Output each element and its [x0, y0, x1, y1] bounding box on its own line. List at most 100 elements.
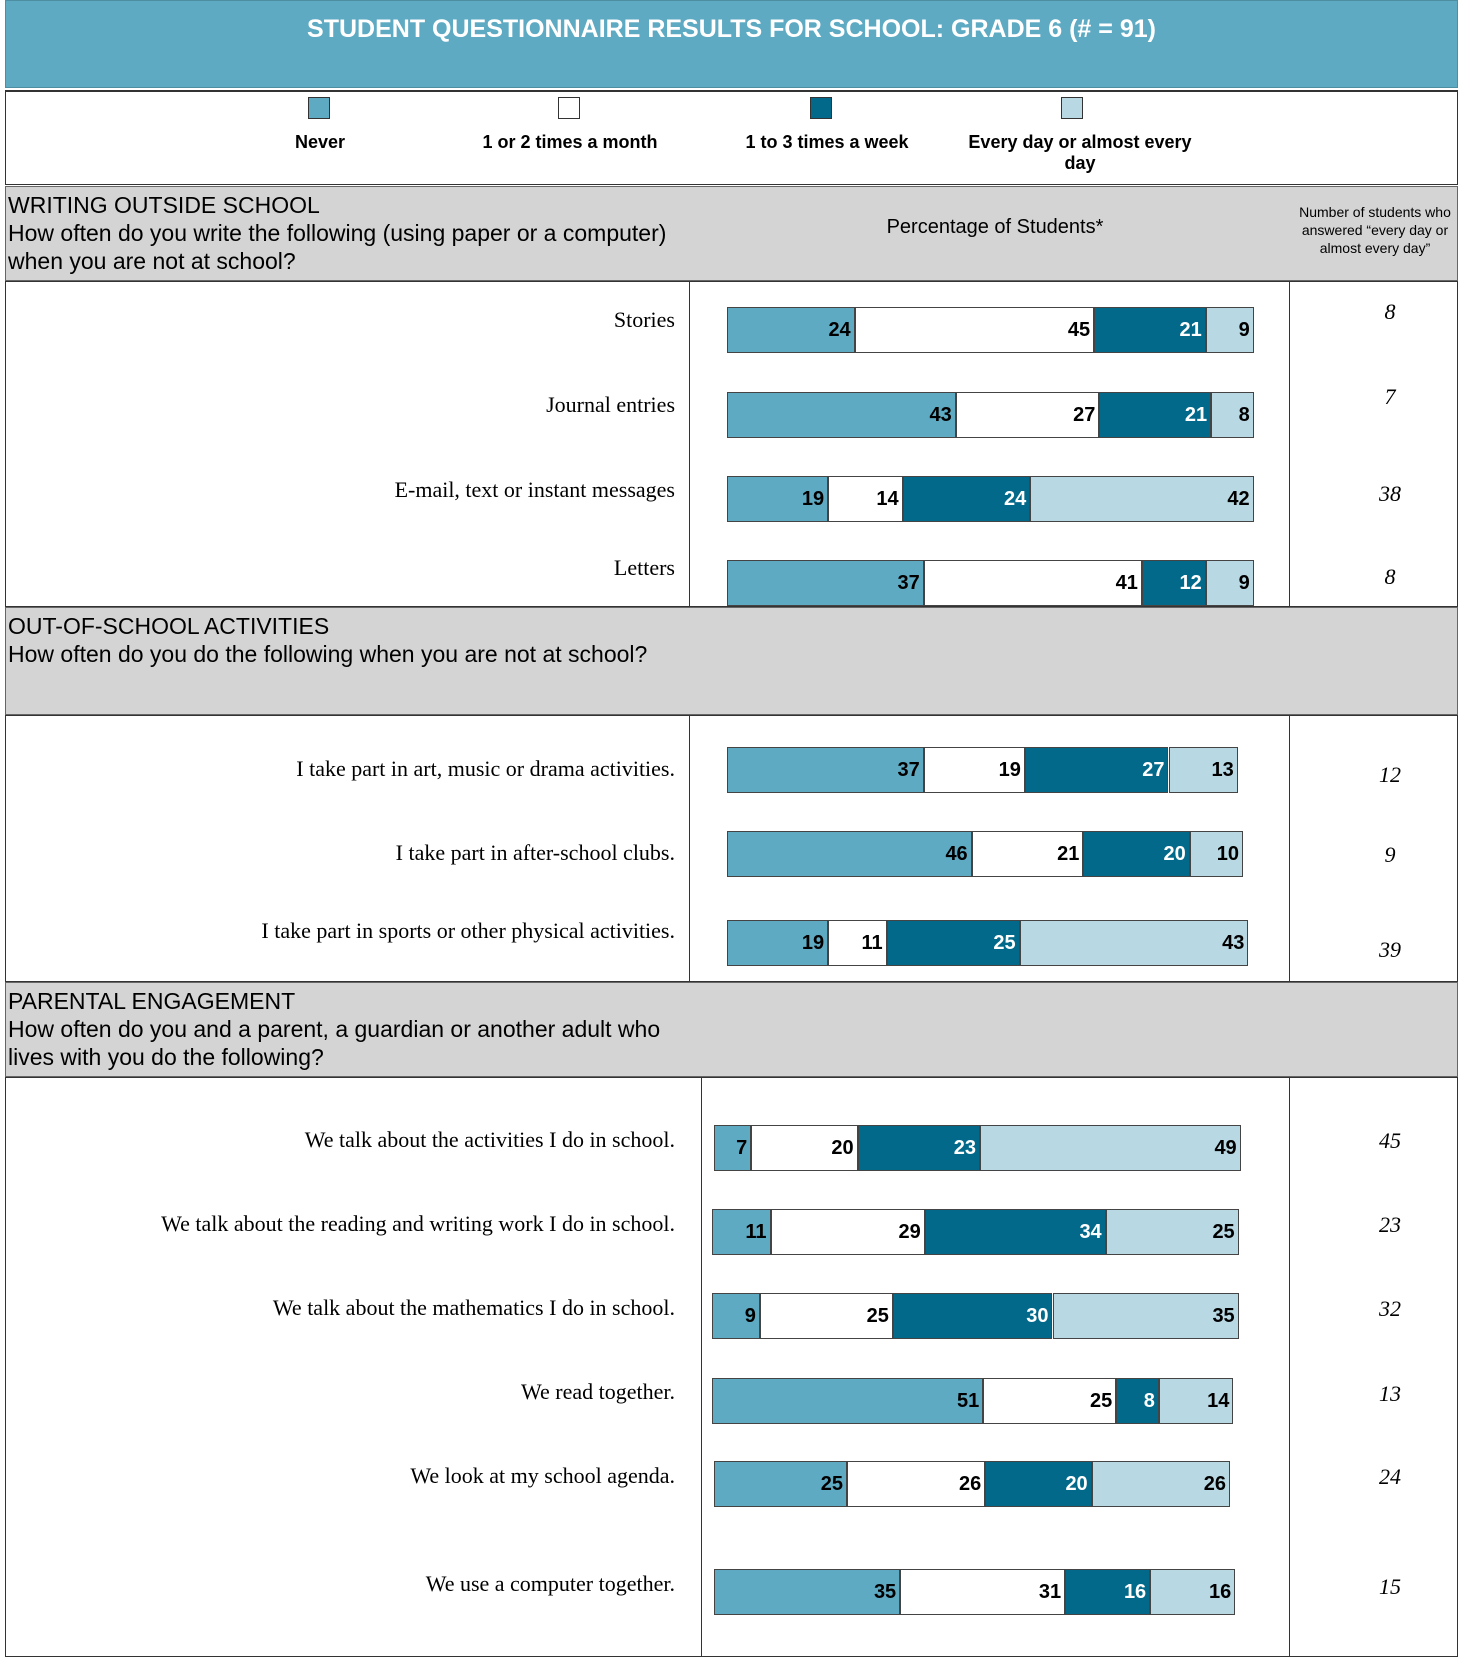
bar-segment-monthly: 26 [847, 1461, 986, 1507]
daily-count: 15 [1379, 1574, 1401, 1599]
panel-divider-right [1289, 1077, 1290, 1657]
legend-swatch-daily [1061, 97, 1083, 119]
daily-count: 8 [1384, 299, 1396, 324]
bar-segment-daily: 26 [1091, 1461, 1230, 1507]
legend-label-monthly: 1 or 2 times a month [482, 132, 658, 152]
panel-divider-left [689, 715, 690, 982]
bar-segment-never: 11 [712, 1209, 771, 1255]
daily-count: 9 [1384, 842, 1396, 867]
bar-segment-monthly: 25 [759, 1293, 893, 1339]
question-label: Letters [613, 555, 675, 580]
bar-segment-daily: 9 [1205, 307, 1254, 353]
daily-count: 32 [1379, 1296, 1401, 1321]
question-label: Journal entries [546, 392, 675, 417]
bar-segment-weekly: 23 [857, 1125, 980, 1171]
question-label: We look at my school agenda. [410, 1463, 675, 1488]
bar-segment-weekly: 12 [1142, 560, 1206, 606]
bar-segment-never: 51 [712, 1378, 984, 1424]
question-label: I take part in art, music or drama activ… [296, 756, 675, 781]
bar-segment-daily: 16 [1150, 1569, 1236, 1615]
bar-segment-daily: 13 [1168, 747, 1238, 793]
question-label: I take part in after-school clubs. [395, 840, 675, 865]
section-title: PARENTAL ENGAGEMENT [8, 988, 296, 1014]
bar-segment-never: 35 [714, 1569, 901, 1615]
bar-segment-weekly: 20 [985, 1461, 1092, 1507]
title-banner [5, 0, 1458, 88]
bar-segment-weekly: 21 [1099, 392, 1212, 438]
bar-segment-monthly: 21 [971, 831, 1084, 877]
bar-segment-daily: 14 [1158, 1378, 1234, 1424]
question-label: We talk about the reading and writing wo… [161, 1211, 675, 1236]
bar-segment-monthly: 20 [751, 1125, 858, 1171]
legend-swatch-weekly [810, 97, 832, 119]
bar-segment-weekly: 25 [886, 920, 1020, 966]
legend-label-never: Never [294, 132, 346, 152]
bar-segment-daily: 9 [1205, 560, 1254, 606]
panel-divider-left [701, 1077, 702, 1657]
section-title: OUT-OF-SCHOOL ACTIVITIES [8, 613, 330, 639]
legend-swatch-never [308, 97, 330, 119]
bar-segment-monthly: 29 [770, 1209, 925, 1255]
bar-segment-never: 37 [727, 560, 924, 606]
bar-segment-weekly: 27 [1024, 747, 1169, 793]
bar-segment-never: 19 [727, 920, 829, 966]
bar-segment-weekly: 16 [1065, 1569, 1151, 1615]
legend-label-weekly: 1 to 3 times a week [745, 132, 909, 152]
bar-segment-monthly: 19 [923, 747, 1025, 793]
bar-segment-monthly: 25 [983, 1378, 1117, 1424]
count-header: Number of students who answered “every d… [1299, 204, 1451, 256]
legend [5, 90, 1458, 185]
panel-divider-left [689, 281, 690, 607]
bar-segment-never: 25 [714, 1461, 847, 1507]
section-question: How often do you do the following when y… [8, 641, 648, 667]
bar-segment-never: 37 [727, 747, 924, 793]
percentage-header: Percentage of Students* [886, 216, 1104, 238]
section-question: How often do you and a parent, a guardia… [8, 1016, 661, 1070]
question-label: I take part in sports or other physical … [261, 918, 675, 943]
question-label: We talk about the activities I do in sch… [304, 1127, 675, 1152]
bar-segment-weekly: 20 [1083, 831, 1190, 877]
bar-segment-daily: 35 [1052, 1293, 1239, 1339]
bar-segment-never: 19 [727, 476, 829, 522]
bar-segment-weekly: 8 [1116, 1378, 1159, 1424]
bar-segment-daily: 43 [1019, 920, 1249, 966]
bar-segment-never: 9 [712, 1293, 760, 1339]
bar-segment-daily: 8 [1211, 392, 1254, 438]
bar-segment-monthly: 31 [900, 1569, 1066, 1615]
bar-segment-weekly: 30 [892, 1293, 1053, 1339]
section-title: WRITING OUTSIDE SCHOOL [8, 192, 320, 218]
bar-segment-daily: 10 [1189, 831, 1243, 877]
bar-segment-monthly: 27 [955, 392, 1100, 438]
question-label: Stories [613, 307, 675, 332]
bar-segment-weekly: 24 [902, 476, 1031, 522]
section-question: How often do you write the following (us… [8, 220, 667, 274]
bar-segment-never: 46 [727, 831, 972, 877]
bar-segment-never: 7 [714, 1125, 752, 1171]
bar-segment-weekly: 21 [1094, 307, 1206, 353]
question-label: We read together. [521, 1379, 675, 1404]
bar-segment-weekly: 34 [924, 1209, 1106, 1255]
bar-segment-monthly: 45 [854, 307, 1095, 353]
daily-count: 7 [1384, 384, 1396, 409]
bar-segment-never: 24 [727, 307, 855, 353]
bar-segment-monthly: 14 [828, 476, 903, 522]
daily-count: 39 [1379, 937, 1401, 962]
bar-segment-never: 43 [727, 392, 956, 438]
bar-segment-monthly: 41 [923, 560, 1142, 606]
bar-segment-daily: 49 [980, 1125, 1241, 1171]
legend-label-daily: Every day or almost every day [968, 132, 1192, 173]
bar-segment-monthly: 11 [828, 920, 887, 966]
legend-swatch-monthly [558, 97, 580, 119]
daily-count: 23 [1379, 1212, 1401, 1237]
daily-count: 24 [1379, 1464, 1401, 1489]
question-label: We talk about the mathematics I do in sc… [272, 1295, 675, 1320]
section-header [5, 186, 1458, 281]
question-label: We use a computer together. [425, 1571, 675, 1596]
daily-count: 8 [1384, 564, 1396, 589]
bar-segment-daily: 25 [1105, 1209, 1239, 1255]
question-label: E-mail, text or instant messages [394, 477, 675, 502]
panel-divider-right [1289, 715, 1290, 982]
section-header [5, 982, 1458, 1077]
bar-segment-daily: 42 [1030, 476, 1254, 522]
